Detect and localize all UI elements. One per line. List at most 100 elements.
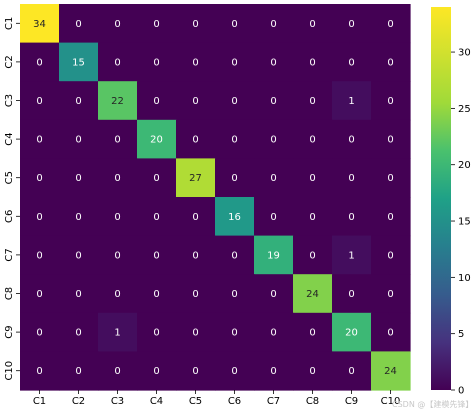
cell-value-label: 0 bbox=[75, 96, 81, 107]
cell-value-label: 1 bbox=[348, 250, 354, 261]
cell-value-label: 0 bbox=[387, 173, 393, 184]
heatmap-cell bbox=[176, 235, 216, 275]
heatmap-cell bbox=[293, 235, 333, 275]
cell-value-label: 0 bbox=[231, 57, 237, 68]
y-tick-label: C9 bbox=[4, 325, 15, 338]
y-tick-label: C3 bbox=[4, 94, 15, 107]
heatmap-cell bbox=[137, 274, 177, 314]
heatmap-cell bbox=[137, 42, 177, 82]
heatmap-cell bbox=[20, 197, 60, 237]
cell-value-label: 0 bbox=[153, 366, 159, 377]
cell-value-label: 0 bbox=[192, 250, 198, 261]
cell-value-label: 0 bbox=[348, 57, 354, 68]
heatmap-cell bbox=[215, 235, 255, 275]
cell-value-label: 0 bbox=[387, 250, 393, 261]
heatmap-cell bbox=[332, 119, 372, 159]
cell-value-label: 0 bbox=[231, 173, 237, 184]
cell-value-label: 0 bbox=[153, 212, 159, 223]
colorbar-tick-label: 10 bbox=[458, 273, 471, 284]
x-tick-label: C8 bbox=[306, 396, 319, 407]
colorbar-tick-label: 25 bbox=[458, 104, 471, 115]
cell-value-label: 0 bbox=[387, 212, 393, 223]
cell-value-label: 0 bbox=[114, 250, 120, 261]
cell-value-label: 19 bbox=[267, 250, 280, 261]
x-tick-label: C3 bbox=[111, 396, 124, 407]
y-tick-label: C4 bbox=[4, 132, 15, 145]
cell-value-label: 0 bbox=[153, 19, 159, 30]
heatmap-cell bbox=[293, 81, 333, 121]
y-tick-label: C2 bbox=[4, 55, 15, 68]
cell-value-label: 0 bbox=[192, 96, 198, 107]
cell-value-label: 0 bbox=[75, 289, 81, 300]
cell-value-label: 0 bbox=[270, 289, 276, 300]
x-tick-label: C1 bbox=[33, 396, 46, 407]
heatmap-cell bbox=[254, 42, 294, 82]
heatmap-cell bbox=[293, 4, 333, 44]
cell-value-label: 0 bbox=[270, 212, 276, 223]
heatmap-cell bbox=[371, 42, 411, 82]
cell-value-label: 34 bbox=[33, 19, 46, 30]
y-tick-labels: C1 C2 C3 C4 C5 C6 C7 C8 C9 C10 bbox=[4, 17, 20, 381]
cell-value-label: 0 bbox=[153, 57, 159, 68]
y-tick-label: C5 bbox=[4, 171, 15, 184]
cell-value-label: 0 bbox=[231, 328, 237, 339]
heatmap-cell bbox=[137, 197, 177, 237]
colorbar-tick-label: 0 bbox=[458, 386, 464, 397]
cell-value-label: 0 bbox=[36, 173, 42, 184]
heatmap-cell bbox=[254, 351, 294, 391]
colorbar-tick-label: 5 bbox=[458, 329, 464, 340]
heatmap-cell bbox=[98, 81, 138, 121]
cell-value-label: 0 bbox=[75, 135, 81, 146]
cell-value-label: 0 bbox=[231, 96, 237, 107]
heatmap-cell bbox=[20, 274, 60, 314]
heatmap-cell bbox=[20, 312, 60, 352]
y-tick-label: C8 bbox=[4, 287, 15, 300]
cell-value-label: 0 bbox=[153, 96, 159, 107]
heatmap-cell bbox=[176, 81, 216, 121]
heatmap-cell bbox=[371, 312, 411, 352]
heatmap-cell bbox=[254, 312, 294, 352]
heatmap-cell bbox=[59, 42, 99, 82]
cell-value-label: 0 bbox=[270, 328, 276, 339]
cell-value-label: 0 bbox=[309, 212, 315, 223]
y-tick-label: C7 bbox=[4, 248, 15, 261]
cell-value-label: 15 bbox=[72, 57, 85, 68]
heatmap-cell bbox=[215, 158, 255, 198]
cell-value-label: 1 bbox=[348, 96, 354, 107]
heatmap-cell bbox=[215, 81, 255, 121]
heatmap-cell bbox=[59, 81, 99, 121]
cell-value-label: 0 bbox=[348, 19, 354, 30]
heatmap-cell bbox=[293, 312, 333, 352]
heatmap-cell bbox=[98, 235, 138, 275]
heatmap-cell bbox=[293, 274, 333, 314]
cell-value-label: 0 bbox=[231, 250, 237, 261]
heatmap-cell bbox=[332, 274, 372, 314]
heatmap-cell bbox=[332, 81, 372, 121]
cell-value-label: 0 bbox=[192, 135, 198, 146]
cell-value-label: 0 bbox=[309, 135, 315, 146]
cell-value-label: 0 bbox=[114, 212, 120, 223]
heatmap-cell bbox=[176, 197, 216, 237]
heatmap-cell bbox=[215, 42, 255, 82]
cell-value-label: 0 bbox=[309, 250, 315, 261]
heatmap-cell bbox=[176, 42, 216, 82]
colorbar: 0 5 10 15 20 25 30 bbox=[431, 7, 471, 397]
cell-value-label: 27 bbox=[189, 173, 202, 184]
cell-value-label: 0 bbox=[348, 289, 354, 300]
cell-value-label: 0 bbox=[348, 212, 354, 223]
heatmap-cell bbox=[371, 119, 411, 159]
heatmap-cell bbox=[254, 158, 294, 198]
cell-value-label: 0 bbox=[270, 366, 276, 377]
x-tick-label: C5 bbox=[189, 396, 202, 407]
heatmap-cell bbox=[371, 158, 411, 198]
heatmap-cell bbox=[20, 235, 60, 275]
cell-value-label: 22 bbox=[111, 96, 124, 107]
heatmap-cell bbox=[332, 197, 372, 237]
watermark: CSDN @【建模先锋】 bbox=[392, 400, 474, 409]
heatmap-cell bbox=[293, 158, 333, 198]
heatmap-cell bbox=[215, 274, 255, 314]
heatmap-cell bbox=[176, 312, 216, 352]
heatmap-cell bbox=[98, 274, 138, 314]
heatmap-cell bbox=[215, 4, 255, 44]
